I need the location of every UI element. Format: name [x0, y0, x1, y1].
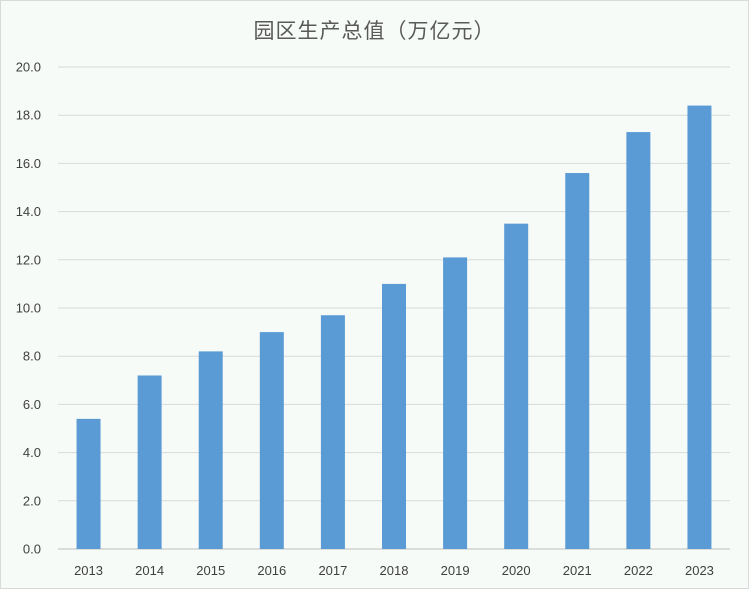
bar-2018	[382, 283, 406, 549]
y-tick-label: 18.0	[16, 108, 41, 123]
x-tick-label: 2022	[624, 563, 653, 578]
y-tick-label: 16.0	[16, 156, 41, 171]
y-tick-label: 4.0	[23, 445, 41, 460]
bar-2017	[320, 315, 345, 549]
x-axis-tick-labels: 2013 2014 2015 2016 2017 2018 2019 2020 2021 2022…	[74, 563, 714, 578]
bar-2022	[626, 132, 651, 549]
y-axis-tick-labels: 0.0 2.0 4.0 6.0 8.0 10.0 12.0 14.0 16.0 18.0 20.0	[16, 60, 41, 557]
bar-2023	[687, 105, 712, 549]
bar-2020	[504, 223, 529, 549]
chart-title: 园区生产总值（万亿元）	[253, 19, 496, 43]
y-tick-label: 12.0	[16, 252, 41, 267]
x-tick-label: 2019	[441, 563, 470, 578]
y-tick-label: 8.0	[23, 349, 41, 364]
y-tick-label: 6.0	[23, 397, 41, 412]
bar-2013	[76, 418, 101, 549]
x-tick-label: 2015	[196, 563, 225, 578]
bar-2016	[259, 332, 284, 549]
y-tick-label: 14.0	[16, 204, 41, 219]
bar-2021	[565, 173, 590, 550]
x-tick-label: 2013	[74, 563, 103, 578]
x-tick-label: 2020	[502, 563, 531, 578]
x-tick-label: 2017	[318, 563, 347, 578]
x-tick-label: 2018	[380, 563, 409, 578]
x-tick-label: 2023	[685, 563, 714, 578]
y-tick-label: 2.0	[23, 493, 41, 508]
y-tick-label: 10.0	[16, 301, 41, 316]
x-tick-label: 2016	[257, 563, 286, 578]
bars	[76, 105, 712, 550]
bar-2015	[198, 351, 223, 549]
bar-2014	[137, 375, 162, 549]
x-tick-label: 2014	[135, 563, 164, 578]
y-tick-label: 0.0	[23, 542, 41, 557]
y-tick-label: 20.0	[16, 60, 41, 75]
bar-2019	[443, 257, 468, 549]
x-tick-label: 2021	[563, 563, 592, 578]
